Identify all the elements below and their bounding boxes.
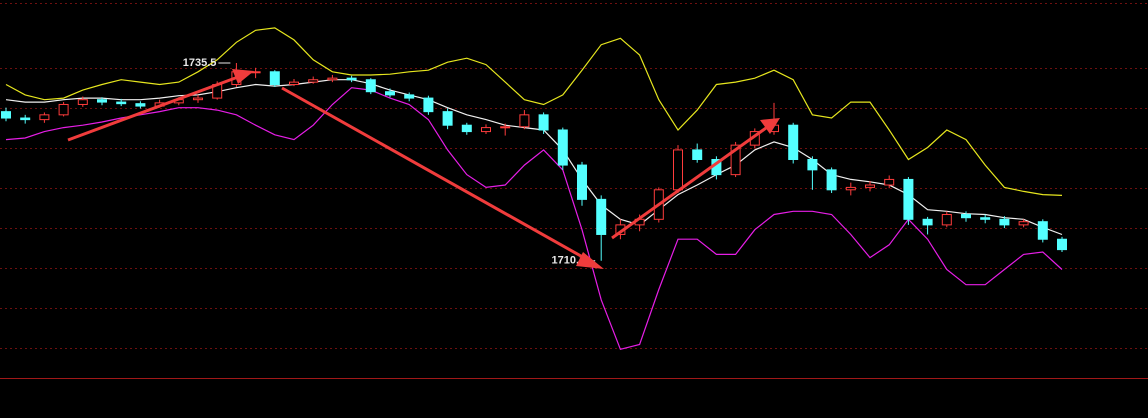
candle-body — [596, 198, 607, 235]
candle-body — [135, 103, 146, 107]
candle-body — [365, 79, 376, 93]
candle-body — [461, 124, 472, 133]
candle-body — [826, 169, 837, 191]
candle-body — [500, 126, 511, 129]
labels: 1735.5 1710.7 — [183, 57, 596, 267]
trend-arrows — [67, 69, 780, 269]
candle-body — [538, 114, 549, 131]
candle-body — [980, 217, 991, 220]
candle-body — [884, 178, 895, 186]
band-line — [5, 87, 1063, 351]
trend-arrow — [611, 126, 767, 240]
candle-body — [97, 99, 107, 103]
candle-body — [961, 214, 971, 219]
candle-body — [442, 111, 453, 126]
candle-body — [922, 218, 933, 226]
candle-body — [269, 71, 280, 86]
candle-body — [788, 124, 799, 160]
trend-arrow — [281, 86, 589, 262]
arrow-head — [232, 69, 254, 84]
arrow-head — [760, 118, 780, 134]
candle-body — [557, 129, 568, 166]
candle-body — [730, 144, 741, 176]
candles — [1, 63, 1067, 261]
candle-body — [58, 103, 69, 116]
candle-body — [289, 81, 299, 86]
candle-body — [481, 127, 491, 133]
candle-body — [385, 91, 395, 96]
candle-body — [692, 149, 703, 160]
candle-body — [346, 77, 357, 81]
candle-body — [423, 97, 434, 113]
candle-body — [999, 218, 1010, 226]
candle-body — [20, 117, 31, 121]
arrow-head — [576, 252, 604, 269]
candle-body — [1018, 221, 1029, 226]
candle-body — [845, 186, 856, 191]
band-line — [5, 27, 1063, 196]
grid — [0, 3, 1148, 379]
candle-body — [1, 111, 11, 119]
trend-arrow — [67, 75, 239, 142]
candle-body — [116, 101, 127, 105]
candle-body — [903, 178, 914, 220]
candle-body — [404, 94, 415, 99]
high-label: 1735.5 — [183, 57, 217, 69]
candle-body — [39, 114, 50, 121]
candle-body — [807, 158, 818, 171]
candle-body — [1037, 221, 1048, 240]
low-label: 1710.7 — [552, 255, 586, 267]
candle-body — [193, 97, 203, 101]
candle-body — [577, 164, 587, 200]
candle-body — [673, 149, 683, 191]
candle-body — [308, 79, 319, 83]
candle-body — [865, 184, 875, 188]
candle-body — [1057, 238, 1067, 251]
candle-body — [77, 99, 88, 105]
candle-body — [327, 77, 338, 81]
candle-body — [941, 214, 952, 226]
candle-body — [519, 114, 530, 128]
